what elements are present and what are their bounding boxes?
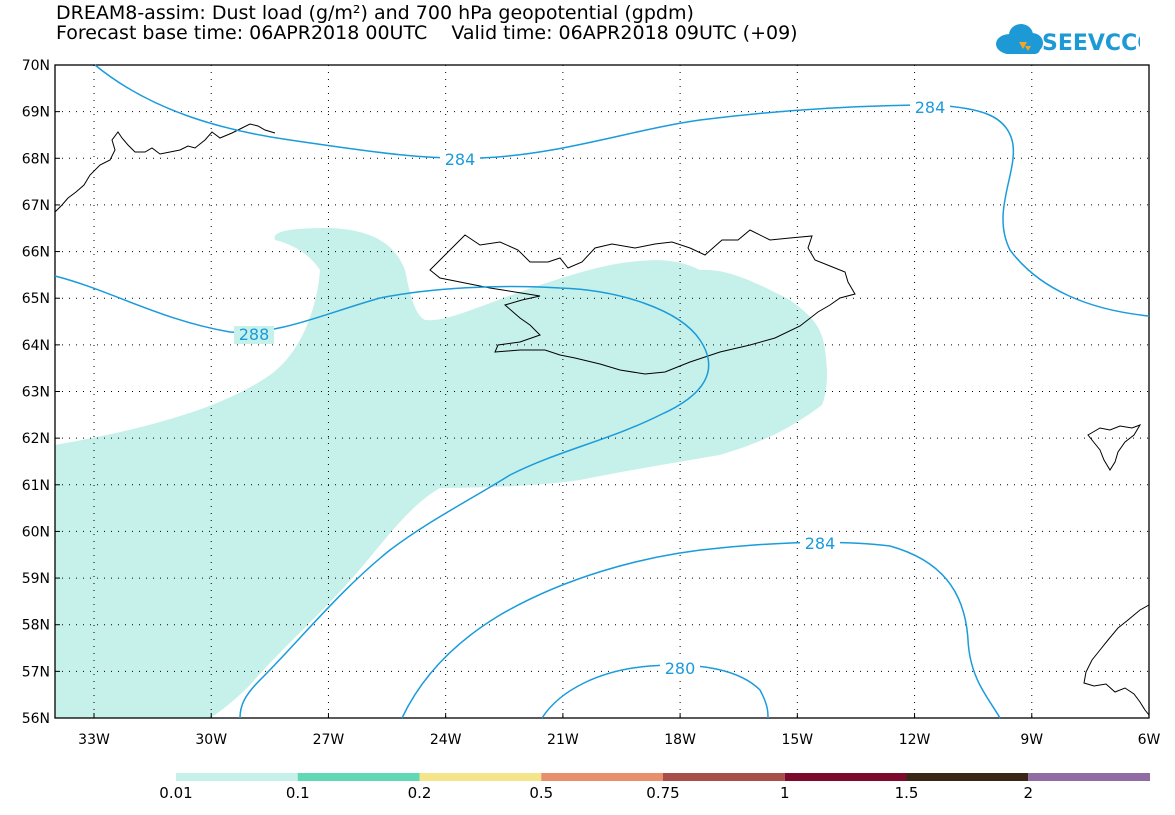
legend-label: 0.2 [407, 784, 432, 802]
longitude-label: 6W [1138, 732, 1161, 748]
longitude-label: 9W [1020, 732, 1043, 748]
legend-label: 1 [779, 784, 790, 802]
legend-label: 1.5 [894, 784, 919, 802]
latitude-label: 56N [22, 711, 50, 727]
contour-label: 288 [239, 325, 270, 344]
legend-label: 0.75 [646, 784, 680, 802]
latitude-label: 66N [22, 245, 50, 261]
latitude-label: 67N [22, 198, 50, 214]
geopotential-contours [54, 64, 1150, 719]
legend-swatch [1028, 773, 1150, 781]
legend-label: 2 [1023, 784, 1034, 802]
latitude-label: 60N [22, 524, 50, 540]
legend-swatch [297, 773, 420, 781]
longitude-label: 21W [547, 732, 579, 748]
latitude-label: 62N [22, 431, 50, 447]
faroe-islands [1087, 424, 1142, 471]
dust-load-area [55, 228, 827, 718]
scotland-coast [1083, 604, 1150, 716]
latitude-label: 70N [22, 58, 50, 74]
latitude-label: 68N [22, 151, 50, 167]
latitude-label: 63N [22, 385, 50, 401]
contour-label: 284 [445, 150, 476, 169]
legend-label: 0.5 [529, 784, 554, 802]
iceland-coast [429, 229, 856, 375]
map-subtitle: Forecast base time: 06APR2018 00UTC Vali… [56, 22, 798, 44]
legend-swatch [176, 773, 298, 781]
latitude-label: 61N [22, 478, 50, 494]
latitude-labels: 70N 69N 68N 67N 66N 65N 64N 63N 62N 61N 60N 59N 58N 5… [22, 58, 60, 727]
contour-284-north [94, 64, 1150, 317]
map-title: DREAM8-assim: Dust load (g/m²) and 700 h… [56, 2, 694, 24]
legend-label: 0.01 [159, 784, 193, 802]
longitude-label: 18W [664, 732, 696, 748]
gridlines [55, 65, 1149, 718]
longitude-label: 33W [78, 732, 110, 748]
contour-280 [541, 664, 769, 719]
longitude-labels: 33W 30W 27W 24W 21W 18W 15W 12W 9W 6W [78, 713, 1161, 748]
longitude-label: 30W [195, 732, 227, 748]
contour-288 [54, 275, 710, 719]
latitude-label: 65N [22, 291, 50, 307]
legend-swatch [419, 773, 542, 781]
contour-labels: 284 284 288 284 280 [234, 98, 950, 678]
legend-swatch [541, 773, 663, 781]
legend-swatch [784, 773, 907, 781]
legend-colorbar [176, 773, 1150, 781]
legend-label: 0.1 [285, 784, 310, 802]
coastlines [54, 123, 1150, 716]
longitude-label: 12W [899, 732, 931, 748]
legend-swatch [906, 773, 1029, 781]
longitude-label: 24W [430, 732, 462, 748]
latitude-label: 59N [22, 571, 50, 587]
logo-text: SEEVCCC [1042, 31, 1140, 56]
latitude-label: 69N [22, 105, 50, 121]
latitude-label: 64N [22, 338, 50, 354]
greenland-coast [54, 123, 276, 213]
legend-swatch [663, 773, 785, 781]
contour-label: 280 [665, 659, 696, 678]
contour-label: 284 [915, 98, 946, 117]
longitude-label: 15W [781, 732, 813, 748]
latitude-label: 58N [22, 618, 50, 634]
contour-284-south [401, 541, 1001, 719]
latitude-label: 57N [22, 664, 50, 680]
contour-label: 284 [805, 534, 836, 553]
cloud-icon [996, 24, 1043, 54]
longitude-label: 27W [313, 732, 345, 748]
seevccc-logo: SEEVCCC [996, 24, 1140, 56]
